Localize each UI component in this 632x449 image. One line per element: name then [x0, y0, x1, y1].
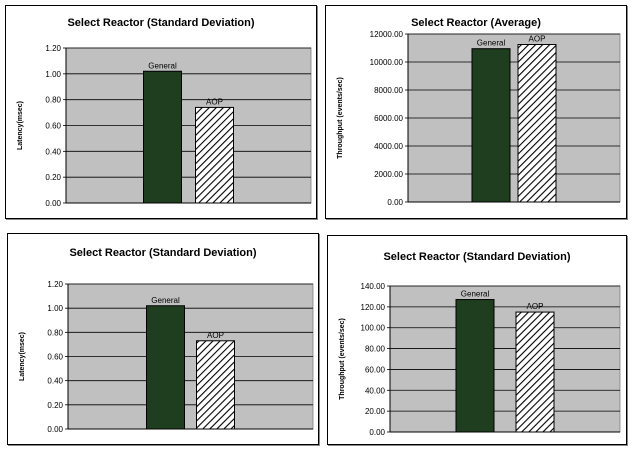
- y-tick-label: 8000.00: [374, 86, 403, 95]
- chart-2-svg: Select Reactor (Average) 0.00 2000.00 4000.…: [337, 17, 621, 207]
- y-tick-label: 40.00: [365, 386, 386, 395]
- bar-general: [146, 305, 185, 430]
- chart-panel-3: Select Reactor (Standard Deviation) 0.00 0…: [7, 233, 319, 445]
- chart-panel-2: Select Reactor (Average) 0.00 2000.00 4000.…: [325, 5, 627, 219]
- chart-title: Select Reactor (Standard Deviation): [67, 17, 254, 29]
- y-tick-label: 12000.00: [370, 30, 404, 39]
- chart-1-svg: Select Reactor (Standard Deviation) 0.00 0…: [17, 17, 312, 208]
- bar-aop: [515, 311, 555, 433]
- chart-title: Select Reactor (Standard Deviation): [69, 247, 256, 259]
- bar-general: [471, 48, 511, 203]
- chart-panel-1: Select Reactor (Standard Deviation) 0.00 0…: [5, 5, 317, 219]
- y-tick-label: 2000.00: [374, 170, 403, 179]
- chart-3-svg: Select Reactor (Standard Deviation) 0.00 0…: [19, 247, 314, 434]
- y-tick-label: 1.20: [47, 280, 63, 289]
- bar-aop: [517, 44, 557, 203]
- y-axis-label: Latency(msec): [19, 332, 26, 381]
- y-tick-label: 0.80: [45, 96, 61, 105]
- y-axis-label: Latency(msec): [17, 101, 24, 150]
- bar-label-aop: AOP: [207, 331, 224, 340]
- y-tick-label: 0.00: [47, 425, 63, 434]
- bar-aop: [196, 340, 235, 430]
- y-axis-label: Throughput (events/sec): [339, 318, 346, 400]
- y-tick-label: 0.00: [387, 198, 403, 207]
- y-tick-label: 0.60: [47, 353, 63, 362]
- y-tick-label: 0.00: [369, 428, 385, 437]
- bar-label-aop: AOP: [529, 35, 546, 44]
- y-tick-label: 0.20: [47, 401, 63, 410]
- y-tick-label: 0.00: [45, 199, 61, 208]
- y-tick-label: 20.00: [365, 407, 386, 416]
- y-tick-label: 60.00: [365, 365, 386, 374]
- y-tick-label: 1.20: [45, 44, 61, 53]
- bar-label-general: General: [461, 290, 490, 299]
- chart-title: Select Reactor (Average): [411, 17, 541, 29]
- y-tick-label: 100.00: [361, 324, 386, 333]
- bar-label-general: General: [151, 296, 180, 305]
- chart-panel-4: Select Reactor (Standard Deviation) 0.00 2…: [327, 235, 627, 445]
- y-tick-label: 0.80: [47, 328, 63, 337]
- bar-label-general: General: [148, 61, 177, 70]
- y-tick-label: 0.60: [45, 122, 61, 131]
- y-tick-label: 6000.00: [374, 114, 403, 123]
- bar-label-aop: AOP: [206, 97, 223, 106]
- y-tick-label: 4000.00: [374, 142, 403, 151]
- bar-label-aop: AOP: [527, 302, 544, 311]
- y-axis-label: Throughput (events/sec): [337, 77, 344, 159]
- chart-4-svg: Select Reactor (Standard Deviation) 0.00 2…: [339, 251, 621, 437]
- y-tick-label: 140.00: [361, 282, 386, 291]
- bar-label-general: General: [477, 39, 506, 48]
- bar-general: [455, 299, 495, 433]
- y-tick-label: 1.00: [45, 70, 61, 79]
- bar-general: [143, 70, 182, 204]
- y-tick-label: 0.20: [45, 173, 61, 182]
- y-tick-label: 120.00: [361, 303, 386, 312]
- chart-title: Select Reactor (Standard Deviation): [383, 251, 570, 263]
- bar-aop: [195, 106, 234, 204]
- plot-area: [389, 285, 621, 433]
- y-tick-label: 80.00: [365, 345, 386, 354]
- y-tick-label: 10000.00: [370, 58, 404, 67]
- y-tick-label: 0.40: [45, 147, 61, 156]
- y-tick-label: 1.00: [47, 304, 63, 313]
- y-tick-label: 0.40: [47, 377, 63, 386]
